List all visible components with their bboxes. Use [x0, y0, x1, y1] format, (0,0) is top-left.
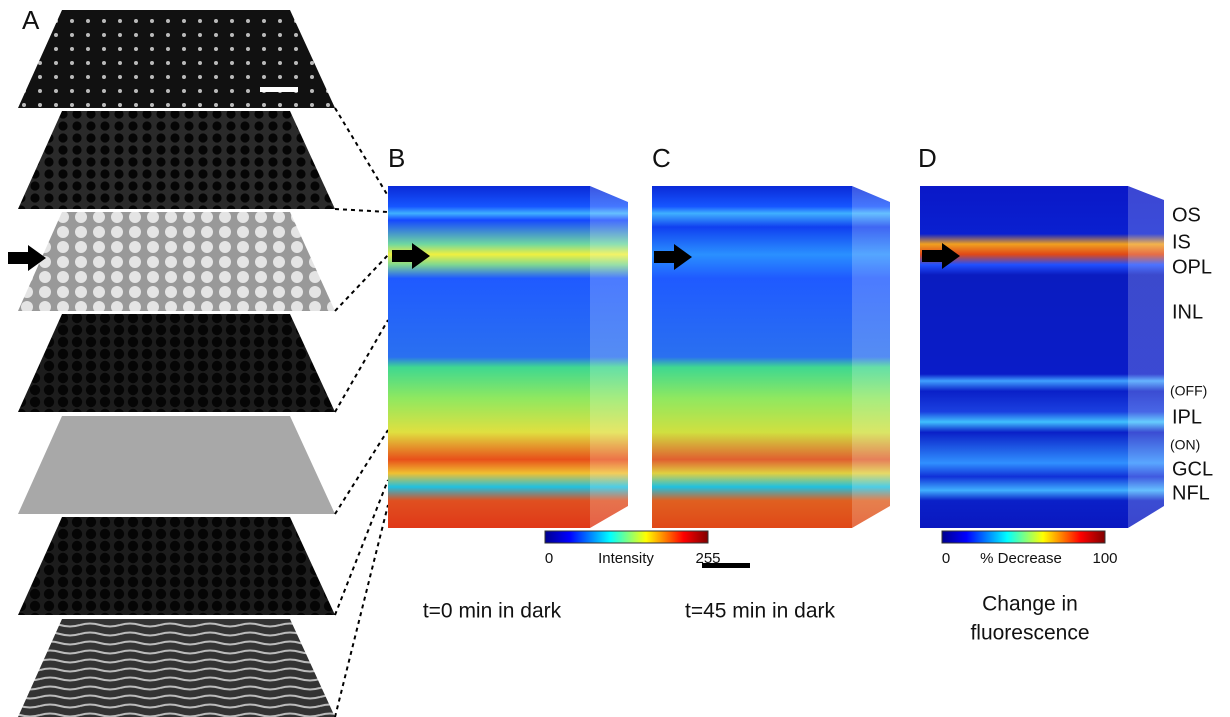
layer-label: OS	[1172, 204, 1201, 226]
slice	[18, 619, 335, 717]
slice	[18, 416, 335, 514]
cube-front	[652, 186, 852, 528]
scale-min: 0	[545, 550, 553, 567]
caption: Change in	[982, 593, 1078, 616]
cube-front	[388, 186, 590, 528]
cube-side	[590, 186, 628, 528]
connector-lines	[335, 108, 388, 717]
slice	[18, 10, 335, 108]
caption: t=0 min in dark	[423, 600, 562, 623]
panel-label: C	[652, 143, 671, 173]
caption: t=45 min in dark	[685, 600, 835, 623]
scale-bar	[260, 87, 298, 92]
cube-side	[852, 186, 890, 528]
slice	[18, 517, 335, 615]
panel-label: B	[388, 143, 405, 173]
scale-min: 0	[942, 550, 950, 567]
layer-label: GCL	[1172, 458, 1213, 480]
layer-label: NFL	[1172, 482, 1210, 504]
scale-max: 255	[695, 550, 720, 567]
layer-label: OPL	[1172, 256, 1212, 278]
slice-stack	[8, 10, 335, 717]
scale-max: 100	[1092, 550, 1117, 567]
layer-label: (OFF)	[1170, 383, 1207, 399]
slice	[18, 212, 335, 311]
layer-label: (ON)	[1170, 437, 1200, 453]
layer-label: IPL	[1172, 406, 1202, 428]
panel-label: A	[22, 5, 40, 35]
cube-side	[1128, 186, 1164, 528]
slice	[18, 111, 335, 209]
cube-front	[920, 186, 1128, 528]
figure: A B C D 0 Intensity 255 0 % Decrease 100…	[0, 0, 1230, 717]
caption: fluorescence	[970, 622, 1089, 645]
color-bar	[545, 531, 708, 543]
layer-label: IS	[1172, 231, 1191, 253]
slice	[18, 314, 335, 412]
layer-label: INL	[1172, 301, 1203, 323]
panel-label: D	[918, 143, 937, 173]
color-bar	[942, 531, 1105, 543]
scale-label: % Decrease	[980, 550, 1062, 567]
scale-label: Intensity	[598, 550, 654, 567]
